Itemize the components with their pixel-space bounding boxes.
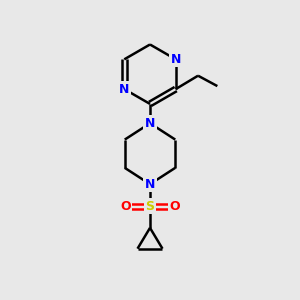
Text: N: N [145,117,155,130]
Text: O: O [120,200,131,213]
Text: N: N [119,82,129,96]
Text: N: N [145,178,155,191]
Text: O: O [169,200,180,213]
Text: S: S [146,200,154,213]
Text: N: N [171,53,181,66]
